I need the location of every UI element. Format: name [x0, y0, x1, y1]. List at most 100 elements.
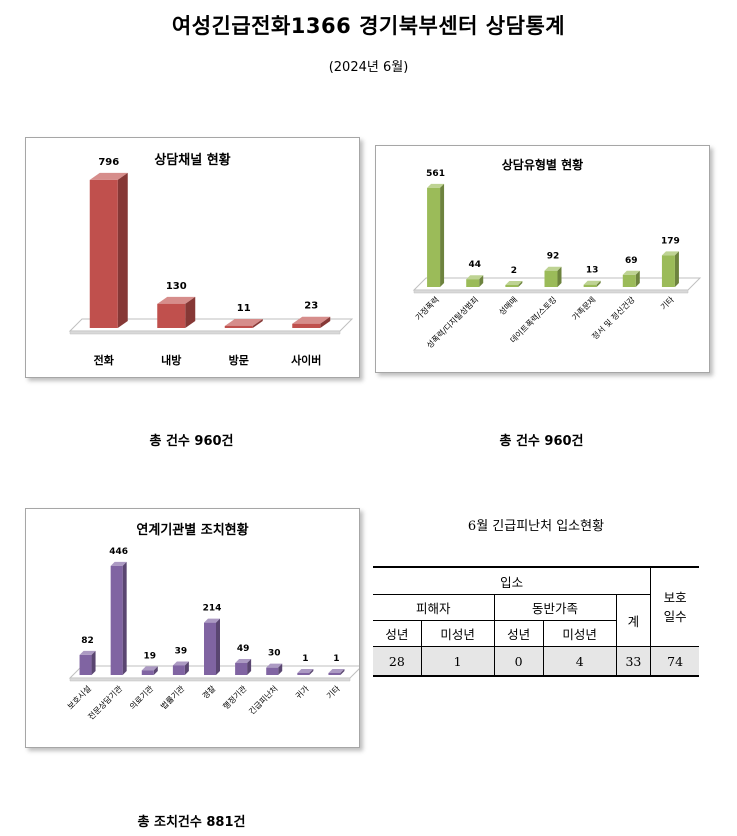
bar-front [622, 274, 636, 287]
bar-front [224, 325, 253, 328]
chart-floor-edge [413, 289, 689, 294]
category-label: 사이버 [291, 353, 321, 367]
data-label: 13 [586, 266, 599, 276]
bar-side [117, 172, 128, 328]
bar-side [184, 661, 189, 675]
bar-side [247, 659, 252, 675]
companion-header: 동반가족 [493, 594, 617, 621]
category-label: 내방 [161, 353, 181, 367]
victim-adult-header: 성년 [373, 620, 422, 647]
bar-side [674, 251, 679, 287]
bar-front [292, 323, 321, 328]
category-label: 행정기관 [221, 683, 249, 711]
type-chart-svg: 상담유형별 현황561가정폭력44성폭력/디지털성범죄2성매매92데이트폭력/스… [412, 157, 702, 350]
bar-side [122, 561, 127, 675]
bar-type-2 [505, 281, 523, 287]
chart-floor-edge [69, 677, 351, 682]
bar-agency-3 [172, 661, 189, 675]
bar-front [266, 667, 279, 675]
bar-type-0 [427, 183, 445, 287]
category-label: 경찰 [200, 683, 218, 701]
bar-agency-7 [297, 669, 314, 675]
bar-agency-4 [204, 618, 220, 675]
bar-type-4 [583, 280, 601, 287]
victim-minor-value: 1 [420, 646, 495, 677]
bar-front [328, 673, 341, 675]
data-label: 1 [302, 654, 308, 664]
bar-top [505, 281, 523, 285]
bar-type-6 [661, 251, 679, 287]
bar-agency-5 [235, 659, 252, 675]
bar-top [622, 270, 640, 275]
data-label: 214 [203, 604, 222, 614]
bar-front [79, 654, 92, 675]
shelter-table-title: 6월 긴급피난처 입소현황 [467, 519, 605, 534]
data-label: 2 [511, 266, 517, 276]
data-label: 130 [166, 281, 187, 292]
table-row: 28 1 0 4 33 74 [373, 646, 699, 677]
bar-top [157, 296, 196, 304]
bar-agency-6 [266, 663, 283, 675]
bar-side [185, 296, 196, 328]
category-label: 귀가 [293, 683, 311, 701]
category-label: 기타 [659, 295, 676, 312]
bar-top [583, 280, 601, 285]
bar-side [252, 318, 263, 328]
bar-agency-0 [79, 650, 96, 675]
bar-side [309, 669, 314, 675]
data-label: 44 [468, 260, 481, 270]
agency-chart: 연계기관별 조치현황 82 보호시설 446 전문상담기관 19 의료기관 39 법률기관 214… [25, 508, 360, 748]
chart-floor-edge [69, 330, 341, 335]
bar-agency-1 [110, 561, 127, 675]
data-label: 1 [333, 654, 339, 664]
bar-front [583, 284, 597, 287]
bar-side [320, 316, 331, 328]
victim-adult-value: 28 [373, 646, 422, 677]
total-value: 33 [615, 646, 651, 677]
bar-channel-1 [157, 296, 196, 328]
bar-front [297, 673, 310, 675]
type-chart: 상담유형별 현황 561 가정폭력 44 성폭력/디지털성범죄 2 성매매 92 데이트폭력/스… [375, 145, 710, 373]
bar-front [235, 663, 248, 675]
bar-front [204, 622, 216, 675]
victim-header: 피해자 [373, 594, 495, 621]
bar-top [266, 663, 283, 668]
bar-top [661, 251, 679, 256]
companion-minor-value: 4 [542, 646, 617, 677]
bar-top [224, 318, 263, 326]
bar-front [544, 270, 558, 287]
bar-side [479, 275, 484, 287]
bar-front [427, 187, 441, 287]
bar-type-3 [544, 266, 562, 287]
bar-top [544, 266, 562, 271]
data-label: 19 [144, 651, 157, 661]
data-label: 446 [109, 547, 128, 557]
bar-side [153, 666, 158, 675]
data-label: 796 [98, 157, 119, 168]
bar-top [141, 666, 158, 671]
bar-front [505, 285, 519, 287]
bar-front [89, 179, 118, 328]
bar-top [297, 669, 314, 673]
chart-title: 연계기관별 조치현황 [136, 522, 248, 538]
category-label: 의료기관 [127, 683, 155, 711]
agency-chart-svg: 연계기관별 조치현황 82 보호시설 446 전문상담기관 19 의료기관 39 법률기관 214… [65, 522, 359, 722]
chart-title: 상담유형별 현황 [502, 157, 583, 172]
category-label: 가정폭력 [413, 294, 441, 322]
channel-total: 총 건수 960건 [149, 434, 234, 449]
bar-top [292, 316, 331, 324]
victim-minor-header: 미성년 [420, 620, 495, 647]
bar-front [157, 303, 186, 328]
protection-days-value: 74 [650, 646, 699, 677]
companion-minor-header: 미성년 [542, 620, 617, 647]
page-title: 여성긴급전화1366 경기북부센터 상담통계 [171, 14, 566, 38]
data-label: 30 [268, 649, 281, 659]
bar-top [79, 650, 96, 655]
category-label: 긴급피난처 [247, 683, 280, 716]
category-label: 전화 [94, 353, 114, 367]
category-label: 가족문제 [570, 295, 597, 322]
category-label: 보호시설 [65, 683, 93, 711]
bar-agency-2 [141, 666, 158, 675]
data-label: 92 [547, 252, 560, 262]
bar-front [172, 665, 185, 675]
